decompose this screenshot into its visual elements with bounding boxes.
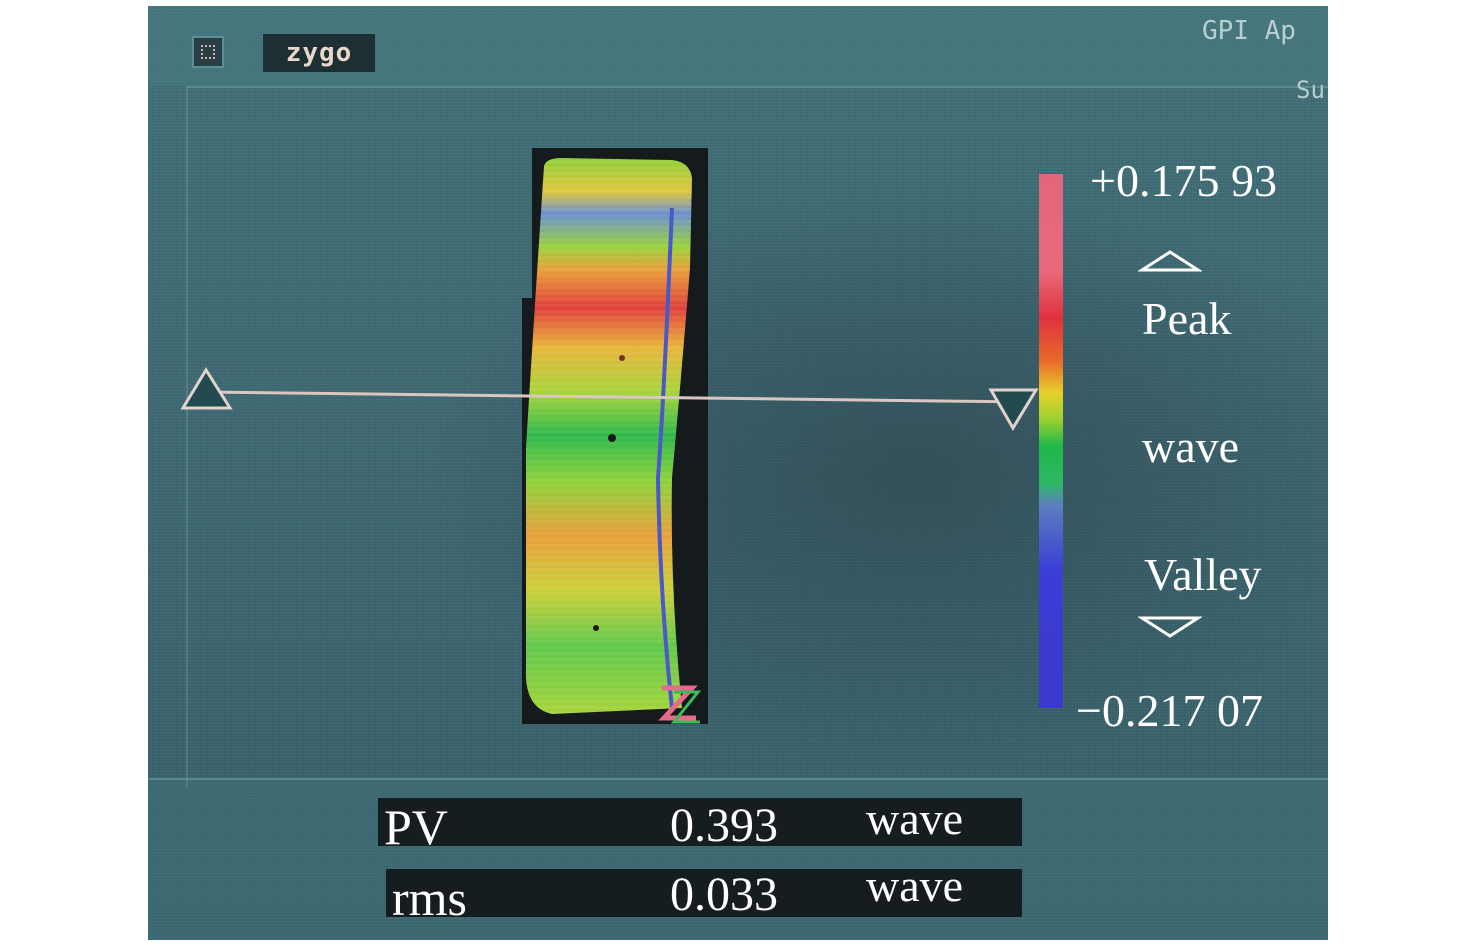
rms-readout: rms 0.033 wave <box>386 863 1022 923</box>
plot-panel <box>186 86 1328 788</box>
surface-map-image <box>522 148 708 724</box>
valley-label: Valley <box>1144 549 1262 600</box>
peak-triangle-icon <box>1138 250 1202 272</box>
interferometer-screen: zygo GPI Ap Su <box>148 6 1328 940</box>
profile-line[interactable] <box>202 390 1029 404</box>
pv-readout: PV 0.393 wave <box>378 793 1022 852</box>
z-orientation-icon <box>658 685 702 724</box>
pv-label: PV <box>384 799 448 855</box>
triangle-down-marker[interactable] <box>988 388 1039 431</box>
scale-max-value: +0.175 93 <box>1090 155 1277 206</box>
color-scale-bar <box>1039 174 1063 708</box>
panel-subtitle: Su <box>1296 76 1325 104</box>
zygo-logo: zygo <box>263 34 375 72</box>
rms-label: rms <box>392 870 467 926</box>
valley-triangle-icon <box>1138 616 1202 638</box>
triangle-up-marker[interactable] <box>180 367 233 410</box>
pv-value: 0.393 <box>670 799 778 852</box>
peak-label: Peak <box>1142 293 1232 344</box>
system-menu-icon[interactable] <box>192 36 224 68</box>
scale-min-value: −0.217 07 <box>1076 685 1263 736</box>
rms-value: 0.033 <box>670 868 778 921</box>
rms-unit: wave <box>866 860 964 911</box>
scale-unit-label: wave <box>1142 421 1240 472</box>
application-title: GPI Ap <box>1202 16 1296 46</box>
pv-unit: wave <box>866 793 964 844</box>
surface-map <box>522 148 712 724</box>
profile-line-overlay <box>180 367 1039 431</box>
